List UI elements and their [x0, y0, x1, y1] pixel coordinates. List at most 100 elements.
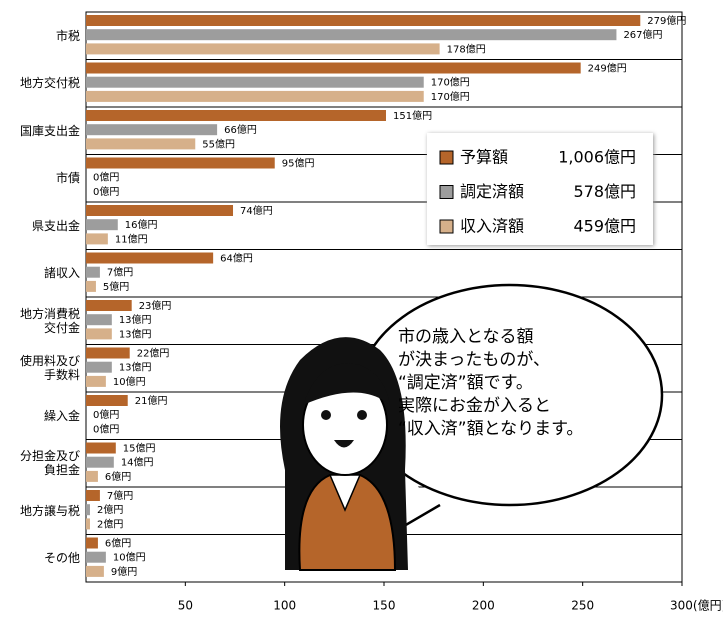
value-label: 6億円 — [105, 470, 131, 483]
bar — [86, 566, 104, 577]
bar — [86, 348, 130, 359]
value-label: 2億円 — [97, 517, 123, 530]
y-tick-label: 地方交付税 — [0, 76, 80, 90]
value-label: 13億円 — [119, 327, 152, 340]
value-label: 151億円 — [393, 109, 432, 122]
bar — [86, 328, 112, 339]
value-label: 2億円 — [97, 503, 123, 516]
y-tick-label: 地方譲与税 — [0, 504, 80, 518]
legend-total: 1,006億円 — [558, 148, 636, 167]
bar — [86, 253, 213, 264]
y-tick-label: その他 — [0, 551, 80, 565]
value-label: 66億円 — [224, 123, 257, 136]
y-tick-label: 市債 — [0, 171, 80, 185]
value-label: 178億円 — [447, 42, 486, 55]
x-tick-label: 100 — [273, 599, 296, 613]
legend-total: 459億円 — [573, 217, 636, 236]
bar — [86, 110, 386, 121]
value-label: 95億円 — [282, 157, 315, 170]
bar — [86, 138, 195, 149]
value-label: 0億円 — [93, 171, 119, 184]
legend-label: 予算額 — [460, 148, 508, 167]
bar — [86, 77, 424, 88]
bar — [86, 376, 106, 387]
bar — [86, 552, 106, 563]
chart: 279億円267億円178億円249億円170億円170億円151億円66億円5… — [0, 0, 723, 617]
value-label: 279億円 — [647, 14, 686, 27]
value-label: 22億円 — [137, 347, 170, 360]
y-tick-label: 市税 — [0, 29, 80, 43]
legend-total: 578億円 — [573, 182, 636, 201]
bar — [86, 15, 640, 26]
value-label: 10億円 — [113, 375, 146, 388]
eye — [321, 410, 331, 420]
bar — [86, 490, 100, 501]
bar — [86, 29, 616, 40]
value-label: 16億円 — [125, 218, 158, 231]
bar — [86, 43, 440, 54]
y-tick-label: 国庫支出金 — [0, 124, 80, 138]
bar — [86, 443, 116, 454]
x-tick-label: 250 — [571, 599, 594, 613]
value-label: 6億円 — [105, 537, 131, 550]
y-tick-label: 地方消費税 交付金 — [0, 307, 80, 335]
eye — [357, 410, 367, 420]
y-tick-label: 県支出金 — [0, 219, 80, 233]
value-label: 0億円 — [93, 422, 119, 435]
legend-label: 収入済額 — [460, 217, 524, 236]
legend-label: 調定済額 — [460, 182, 524, 201]
bar — [86, 300, 132, 311]
value-label: 0億円 — [93, 408, 119, 421]
y-tick-label: 使用料及び 手数料 — [0, 354, 80, 382]
bar — [86, 205, 233, 216]
bar — [86, 538, 98, 549]
value-label: 74億円 — [240, 204, 273, 217]
value-label: 14億円 — [121, 456, 154, 469]
value-label: 10億円 — [113, 551, 146, 564]
bar — [86, 395, 128, 406]
value-label: 5億円 — [103, 280, 129, 293]
bar — [86, 233, 108, 244]
value-label: 21億円 — [135, 394, 168, 407]
bar — [86, 457, 114, 468]
value-label: 170億円 — [431, 76, 470, 89]
page: {"chart_data": {"type": "hbar", "categor… — [0, 0, 723, 617]
value-label: 23億円 — [139, 299, 172, 312]
bar — [86, 267, 100, 278]
value-label: 7億円 — [107, 266, 133, 279]
value-label: 13億円 — [119, 313, 152, 326]
value-label: 249億円 — [588, 62, 627, 75]
value-label: 0億円 — [93, 185, 119, 198]
legend-swatch — [440, 220, 453, 233]
value-label: 7億円 — [107, 489, 133, 502]
y-tick-label: 分担金及び 負担金 — [0, 449, 80, 477]
x-tick-label: 300(億円) — [670, 599, 723, 613]
value-label: 9億円 — [111, 565, 137, 578]
value-label: 55億円 — [202, 137, 235, 150]
x-tick-label: 150 — [373, 599, 396, 613]
x-tick-label: 200 — [472, 599, 495, 613]
legend-swatch — [440, 151, 453, 164]
y-tick-label: 諸収入 — [0, 266, 80, 280]
bar — [86, 362, 112, 373]
bar — [86, 314, 112, 325]
bar — [86, 124, 217, 135]
bar — [86, 504, 90, 515]
speech-text: 市の歳入となる額 が決まったものが、 “調定済”額です。 実際にお金が入ると “… — [398, 326, 583, 441]
value-label: 15億円 — [123, 442, 156, 455]
bar — [86, 471, 98, 482]
legend-swatch — [440, 186, 453, 199]
bar — [86, 219, 118, 230]
value-label: 64億円 — [220, 252, 253, 265]
y-tick-label: 繰入金 — [0, 409, 80, 423]
bar — [86, 158, 275, 169]
bar — [86, 281, 96, 292]
x-tick-label: 50 — [178, 599, 193, 613]
value-label: 267億円 — [623, 28, 662, 41]
value-label: 13億円 — [119, 361, 152, 374]
bar — [86, 518, 90, 529]
bar — [86, 91, 424, 102]
value-label: 170億円 — [431, 90, 470, 103]
bar — [86, 63, 581, 74]
